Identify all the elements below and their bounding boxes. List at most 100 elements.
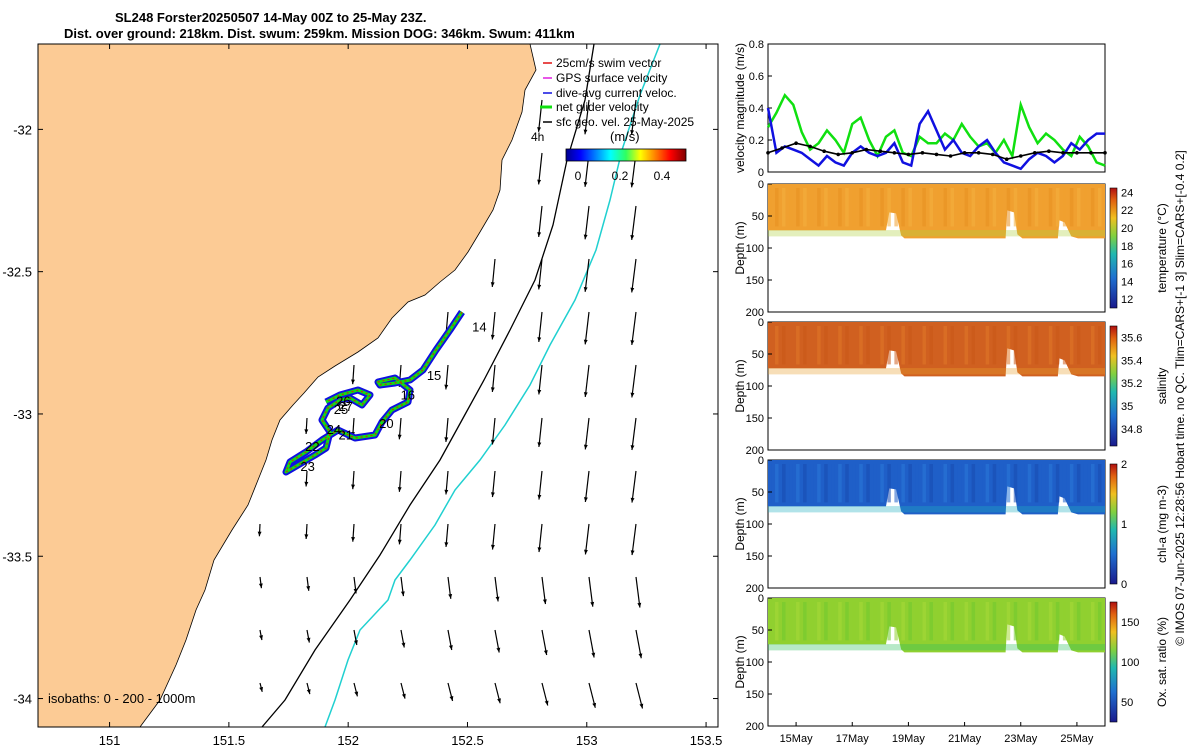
section-texture <box>901 464 905 503</box>
section-texture <box>817 602 821 641</box>
depth-tick-label: 100 <box>746 519 764 531</box>
colorbar-tick-label: 18 <box>1121 241 1133 253</box>
section-texture <box>1020 188 1025 227</box>
depth-axis-label: Depth (m) <box>733 221 747 274</box>
velocity-panel: 0 0.2 0.4 0.6 0.8 velocity magnitude (m/s) <box>733 39 1107 179</box>
geo-velocity-arrow <box>630 417 637 451</box>
section-texture <box>845 602 849 641</box>
section-texture <box>943 464 948 503</box>
section-texture <box>894 188 898 227</box>
section-texture <box>789 602 793 641</box>
section-texture <box>929 602 933 641</box>
geo-velocity-arrow <box>537 205 543 237</box>
section-texture <box>1097 602 1102 641</box>
geo-velocity-arrow <box>490 470 496 498</box>
section-texture <box>915 326 919 365</box>
section-colorbar <box>1109 463 1118 585</box>
section-texture <box>964 602 969 641</box>
section-texture <box>775 464 779 503</box>
section-texture <box>1083 326 1088 365</box>
section-texture <box>796 188 800 227</box>
section-texture <box>887 602 891 641</box>
geo-velocity-arrow <box>630 523 637 556</box>
section-texture <box>810 188 814 227</box>
section-texture <box>1069 464 1074 503</box>
section-panel-temperature: 0 50 100 150 200 Depth (m) 12 14 16 18 20 22 24 tempe… <box>733 179 1169 319</box>
section-texture <box>831 464 835 503</box>
section-colorbar <box>1109 325 1118 447</box>
geo-velocity-arrow <box>494 629 501 653</box>
colorbar-tick: 0.4 <box>654 169 671 183</box>
section-texture <box>957 326 962 365</box>
section-texture <box>985 326 990 365</box>
geo-velocity-arrow <box>397 470 402 492</box>
section-texture <box>908 326 912 365</box>
section-texture <box>803 326 807 365</box>
section-texture <box>915 602 919 641</box>
section-texture <box>1048 464 1053 503</box>
velocity-point <box>920 151 925 155</box>
day-label: 24 <box>327 422 341 437</box>
geo-velocity-arrow <box>537 364 543 395</box>
section-texture <box>866 326 870 365</box>
depth-tick-label: 150 <box>746 413 764 425</box>
geo-velocity-arrow <box>583 417 590 450</box>
section-texture <box>1027 326 1032 365</box>
section-texture <box>964 464 969 503</box>
x-tick-label: 152 <box>337 733 359 748</box>
section-texture <box>880 464 884 503</box>
y-tick-label: -33.5 <box>2 549 32 564</box>
legend-label-net: net glider velocity <box>556 100 649 114</box>
vel-y-tick-label: 0.8 <box>749 39 764 51</box>
colorbar-tick-label: 150 <box>1121 617 1139 629</box>
day-label: 25 <box>334 402 348 417</box>
vel-y-tick-label: 0.4 <box>749 103 764 115</box>
geo-velocity-arrow <box>397 417 402 440</box>
velocity-point <box>1075 151 1079 155</box>
depth-axis-label: Depth (m) <box>733 497 747 550</box>
section-texture <box>775 326 779 365</box>
section-texture <box>1034 602 1039 641</box>
section-texture <box>971 464 976 503</box>
depth-tick-label: 200 <box>746 583 764 595</box>
section-texture <box>1013 602 1018 641</box>
section-texture <box>887 464 891 503</box>
section-texture <box>789 326 793 365</box>
geo-velocity-arrow <box>635 682 644 709</box>
section-texture <box>922 602 926 641</box>
section-panel-chl-a: 0 50 100 150 200 Depth (m) 0 1 2 chl-a (mg m-3) <box>733 455 1169 595</box>
section-texture <box>1013 326 1018 365</box>
figure-title-line2: Dist. over ground: 218km. Dist. swum: 25… <box>64 26 575 41</box>
section-panel-oxygen: 0 50 100 150 200 Depth (m) 50 100 150 Ox. sat. ra… <box>733 593 1169 733</box>
geo-velocity-arrow <box>259 629 263 641</box>
colorbar-tick: 0.2 <box>612 169 629 183</box>
velocity-series-line <box>766 107 1105 171</box>
day-label: 26 <box>336 393 350 408</box>
section-texture <box>1055 188 1060 227</box>
depth-tick-label: 200 <box>746 445 764 457</box>
velocity-ylabel: velocity magnitude (m/s) <box>733 43 747 173</box>
geo-velocity-arrow <box>537 99 543 132</box>
depth-tick-label: 0 <box>758 593 764 605</box>
depth-tick-label: 0 <box>758 179 764 191</box>
section-texture <box>1097 464 1102 503</box>
section-texture <box>831 602 835 641</box>
geo-velocity-arrow <box>588 629 596 658</box>
section-texture <box>1034 464 1039 503</box>
section-texture <box>866 464 870 503</box>
geo-velocity-arrow <box>490 417 496 445</box>
section-texture <box>831 326 835 365</box>
section-texture <box>922 188 926 227</box>
velocity-point <box>892 151 897 155</box>
day-label: 23 <box>300 459 314 474</box>
section-texture <box>1006 602 1011 641</box>
geo-velocity-arrow <box>537 523 543 553</box>
section-texture <box>999 602 1004 641</box>
velocity-point <box>1018 154 1023 158</box>
section-texture <box>810 464 814 503</box>
section-texture <box>1041 188 1046 227</box>
day-label: 16 <box>401 388 415 403</box>
colorbar-tick-label: 16 <box>1121 259 1133 271</box>
section-texture <box>908 464 912 503</box>
